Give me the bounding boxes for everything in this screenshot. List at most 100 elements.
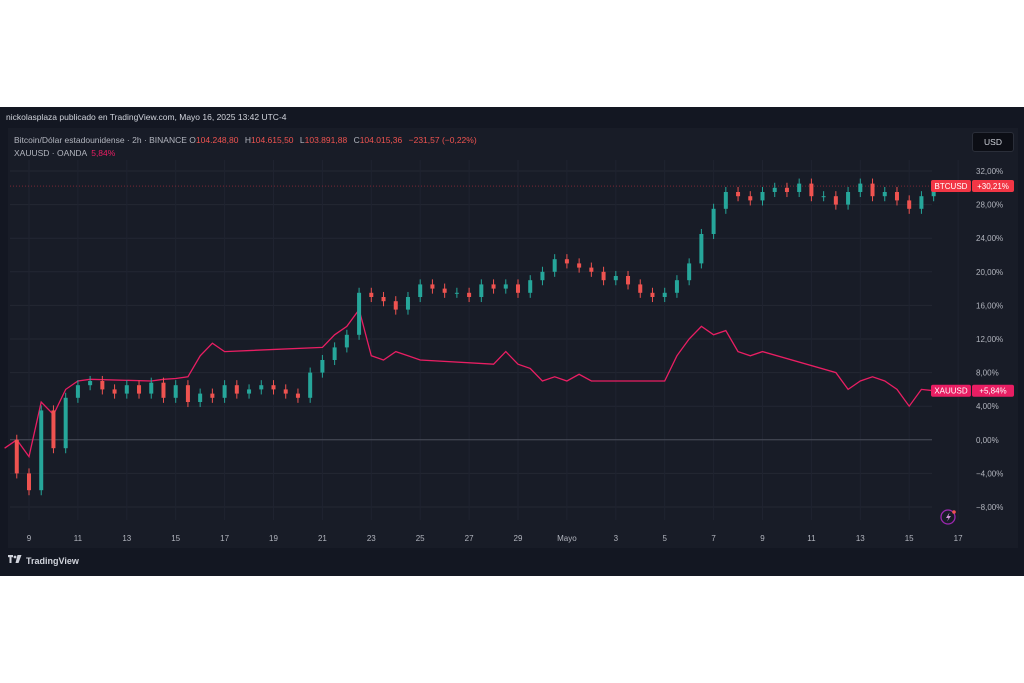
btc-candle (540, 266, 545, 286)
legend-low: 103.891,88 (304, 135, 348, 145)
xau-tag-value: +5,84% (979, 387, 1006, 396)
legend-series-name: Bitcoin/Dólar estadounidense · 2h · BINA… (14, 135, 187, 145)
x-tick-label: 11 (807, 534, 816, 543)
x-tick-label: 15 (905, 534, 914, 543)
btc-candle (381, 291, 386, 307)
btc-candle (662, 287, 667, 303)
footer-brand: TradingView (8, 555, 79, 566)
btc-candle (467, 287, 472, 303)
btc-candle (295, 388, 300, 403)
btc-candle (882, 186, 887, 202)
btc-candle (919, 191, 924, 214)
y-tick-label: −4,00% (976, 469, 1003, 478)
btc-candle (760, 186, 765, 206)
btc-candle (503, 279, 508, 294)
x-tick-label: 11 (74, 534, 83, 543)
btc-tag-value: +30,21% (977, 182, 1009, 191)
btc-candle (454, 287, 459, 298)
btc-candle (418, 279, 423, 303)
currency-button[interactable]: USD (972, 132, 1014, 152)
y-axis: 32,00% 28,00% 24,00% 20,00% 16,00% 12,00% 8,00… (976, 167, 1003, 512)
btc-candle (185, 380, 190, 408)
btc-candle (699, 228, 704, 269)
legend-high: 104.615,50 (250, 135, 294, 145)
btc-candle (100, 375, 105, 395)
btc-candle (27, 468, 31, 496)
btc-candle (320, 354, 325, 378)
btc-candle (846, 186, 851, 210)
published-line: nickolasplaza publicado en TradingView.c… (6, 112, 287, 122)
btc-candle (479, 279, 484, 303)
btc-candle (14, 434, 19, 479)
btc-candle (210, 388, 215, 403)
btc-candle (39, 405, 44, 496)
x-tick-label: 5 (662, 534, 667, 543)
y-tick-label: 12,00% (976, 335, 1003, 344)
btc-tag-name: BTCUSD (935, 182, 968, 191)
x-tick-label: 17 (954, 534, 963, 543)
y-tick-label: 0,00% (976, 436, 999, 445)
btc-candle (75, 380, 80, 403)
btc-candle (797, 178, 802, 198)
btc-candle (528, 275, 533, 298)
legend-change: −231,57 (−0,22%) (408, 135, 477, 145)
btc-candle (736, 186, 741, 202)
btc-candle (149, 377, 154, 399)
x-tick-label: Mayo (557, 534, 577, 543)
xau-tag-name: XAUUSD (934, 387, 968, 396)
btc-candle (405, 291, 410, 315)
y-tick-label: 4,00% (976, 402, 999, 411)
legend-compare-value: 5,84% (91, 148, 116, 158)
y-tick-label: 16,00% (976, 301, 1003, 310)
tradingview-logo-icon (8, 555, 22, 566)
btc-candle (870, 178, 875, 202)
btc-candle (564, 254, 569, 269)
legend-compare: XAUUSD · OANDA 5,84% (14, 148, 115, 158)
btc-candle (137, 380, 142, 399)
legend-close: 104.015,36 (359, 135, 403, 145)
btc-candle (247, 384, 252, 399)
x-tick-label: 13 (122, 534, 131, 543)
btc-candle (442, 283, 447, 298)
btc-candle (308, 367, 313, 403)
btc-candle (88, 375, 93, 391)
btc-tag: BTCUSD +30,21% (931, 180, 1014, 193)
x-axis: 9 11 13 15 17 19 21 23 25 27 29 Mayo 3 5 7 9 11 13 15 17 (27, 534, 963, 543)
btc-candle (344, 329, 349, 353)
btc-candle (809, 178, 814, 202)
btc-candle (577, 258, 582, 273)
x-tick-label: 3 (614, 534, 619, 543)
legend-open: 104.248,80 (195, 135, 239, 145)
x-tick-label: 9 (760, 534, 765, 543)
btc-candle (63, 392, 68, 454)
btc-candle (173, 380, 178, 403)
btc-candle (393, 296, 398, 315)
x-tick-label: 29 (514, 534, 523, 543)
x-tick-label: 19 (269, 534, 278, 543)
btc-candle (234, 380, 239, 399)
btc-candle (51, 405, 56, 454)
x-tick-label: 21 (318, 534, 327, 543)
btc-candle (784, 182, 789, 198)
series-tags: BTCUSD +30,21% XAUUSD +5,84% (931, 180, 1014, 397)
xau-tag: XAUUSD +5,84% (931, 384, 1014, 397)
btc-candle (491, 279, 496, 294)
legend-main: Bitcoin/Dólar estadounidense · 2h · BINA… (14, 135, 481, 145)
btc-candle (748, 191, 753, 206)
y-tick-label: 32,00% (976, 167, 1003, 176)
btc-candle (357, 287, 362, 340)
btc-candle (124, 380, 129, 399)
btc-candle (259, 380, 264, 395)
btc-candle (552, 254, 557, 277)
lightning-icon[interactable] (940, 509, 956, 525)
btc-candle (222, 380, 227, 403)
y-tick-label: 20,00% (976, 268, 1003, 277)
footer-brand-label: TradingView (26, 556, 79, 566)
xau-series (4, 308, 934, 459)
legend-compare-name: XAUUSD · OANDA (14, 148, 88, 158)
btc-candle (430, 279, 435, 294)
btc-candle (674, 275, 679, 298)
x-tick-label: 23 (367, 534, 376, 543)
btc-series (14, 178, 936, 496)
